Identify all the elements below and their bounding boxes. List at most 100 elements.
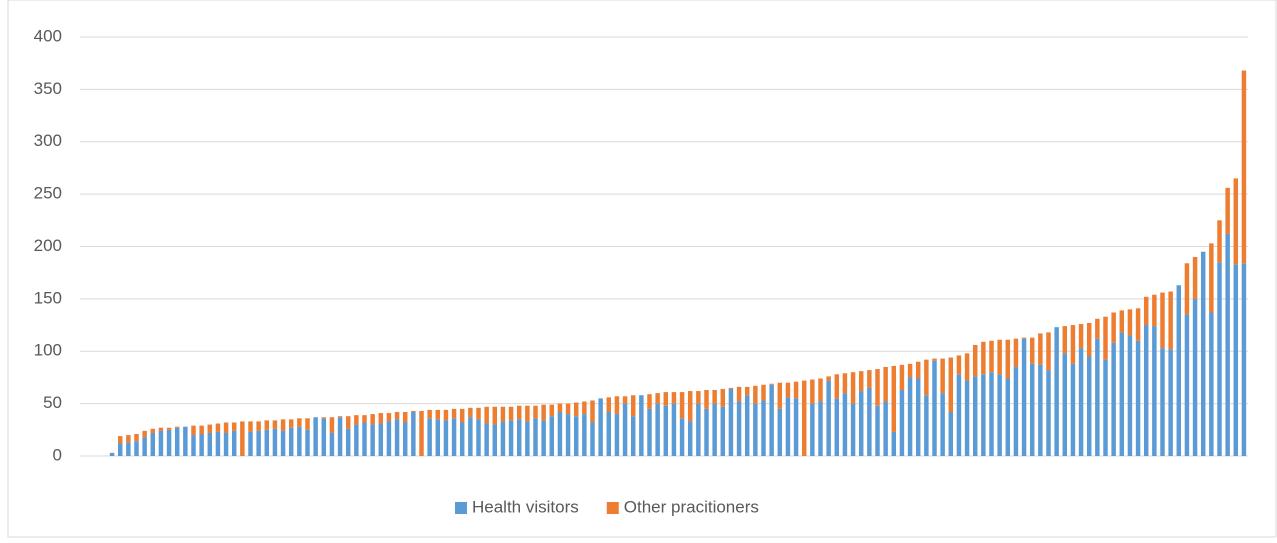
bar-segment [223, 432, 229, 456]
bar-segment [525, 405, 530, 422]
bar-segment [785, 382, 791, 398]
bar-segment [1070, 363, 1076, 456]
bar-segment [435, 409, 441, 420]
bar-segment [875, 405, 880, 456]
bar-segment [231, 430, 237, 456]
bar-segment [1005, 339, 1011, 379]
bar-segment [174, 426, 180, 428]
bar-segment [1184, 263, 1190, 315]
bar-segment [696, 403, 701, 456]
bar-segment [476, 407, 481, 420]
bar-segment [248, 421, 253, 432]
bar-segment [1200, 251, 1206, 456]
bar-segment [394, 419, 400, 456]
bar-segment [777, 382, 783, 409]
bar-segment [354, 415, 359, 425]
bar-segment [435, 419, 441, 456]
y-tick-label: 400 [34, 26, 62, 45]
bar-segment [1070, 325, 1076, 364]
bar-segment [207, 432, 213, 456]
bar-segment [427, 418, 432, 456]
bar-segment [565, 403, 571, 415]
bar-segment [1111, 342, 1116, 456]
bar-segment [427, 409, 432, 419]
bar-segment [264, 420, 270, 430]
bar-segment [468, 417, 473, 456]
bar-segment [622, 396, 628, 404]
chart-frame [7, 0, 1277, 538]
bar-segment [1225, 187, 1230, 234]
bar-segment [516, 419, 522, 456]
bar-segment [1005, 378, 1011, 456]
bar-segment [687, 391, 693, 422]
bar-segment [321, 417, 327, 419]
bar-segment [264, 429, 270, 456]
bar-segment [1119, 332, 1125, 456]
bar-segment [858, 371, 864, 392]
bar-segment [744, 386, 750, 396]
bar-segment [199, 425, 204, 435]
bar-segment [899, 364, 905, 391]
bar-segment [1233, 264, 1239, 456]
y-tick-label: 50 [43, 393, 62, 412]
bar-segment [297, 426, 302, 456]
bar-segment [907, 363, 913, 378]
bar-segment [117, 436, 123, 444]
bar-segment [1152, 294, 1157, 327]
bar-segment [1127, 335, 1133, 456]
bar-segment [1119, 310, 1125, 333]
bar-segment [1143, 325, 1149, 456]
bar-segment [899, 390, 905, 456]
bar-segment [1046, 332, 1051, 371]
bar-segment [329, 417, 335, 433]
bar-segment [834, 398, 840, 456]
legend-swatch [606, 502, 619, 514]
bar-segment [924, 395, 929, 456]
bar-segment [362, 422, 367, 456]
bar-segment [1078, 348, 1084, 456]
bar-segment [256, 421, 261, 431]
bar-segment [818, 378, 823, 402]
bar-segment [875, 369, 880, 406]
bar-segment [525, 421, 530, 456]
bar-segment [378, 413, 384, 424]
bar-segment [810, 379, 815, 404]
bar-segment [1168, 349, 1173, 456]
bar-segment [1095, 338, 1100, 456]
bar-segment [867, 387, 872, 456]
bar-segment [1095, 318, 1100, 339]
bar-segment [630, 416, 636, 456]
bar-segment [834, 374, 840, 399]
bar-segment [1013, 366, 1019, 456]
bar-segment [174, 427, 180, 456]
bar-segment [1168, 291, 1173, 350]
bar-segment [280, 430, 286, 456]
bar-segment [573, 402, 579, 417]
bar-segment [671, 403, 677, 456]
bar-segment [126, 435, 131, 443]
bar-segment [924, 359, 929, 396]
bar-segment [590, 422, 595, 456]
bar-segment [972, 376, 978, 456]
bar-segment [500, 406, 506, 422]
bar-segment [459, 422, 465, 456]
bar-segment [948, 412, 954, 456]
bar-segment [981, 341, 986, 375]
bar-segment [337, 416, 343, 418]
bar-segment [1176, 285, 1182, 456]
bar-segment [1209, 243, 1214, 313]
bar-segment [671, 392, 677, 404]
bar-segment [443, 409, 449, 421]
bar-segment [166, 427, 172, 430]
bar-segment [394, 412, 400, 420]
bar-segment [761, 400, 766, 456]
bar-segment [451, 418, 457, 456]
bar-segment [476, 419, 481, 456]
bar-segment [142, 430, 147, 438]
bar-segment [305, 418, 310, 430]
bar-segment [777, 408, 783, 456]
bar-segment [378, 423, 384, 456]
bar-segment [956, 355, 962, 375]
bar-segment [459, 408, 465, 423]
